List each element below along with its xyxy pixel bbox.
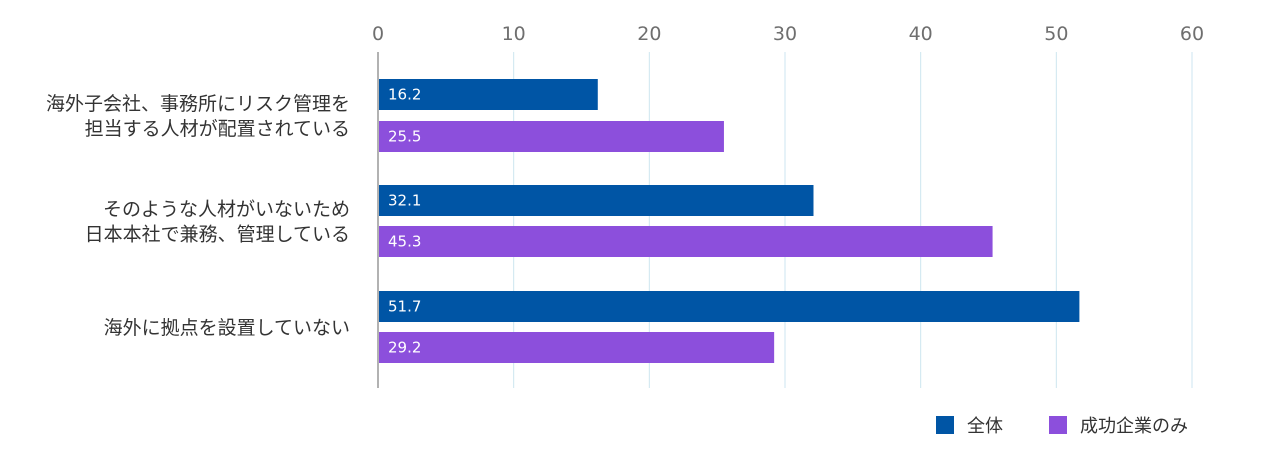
x-tick-label: 20 [637,23,661,45]
data-label: 25.5 [388,128,421,146]
legend-label: 全体 [967,416,1003,437]
category-label: 日本本社で兼務、管理している [85,224,350,246]
legend-label: 成功企業のみ [1080,416,1188,437]
bar [379,226,993,257]
data-label: 29.2 [388,339,421,357]
bar [379,79,598,110]
x-tick-label: 0 [372,23,384,45]
data-label: 32.1 [388,192,421,210]
category-label: そのような人材がいないため [103,199,350,221]
x-tick-label: 50 [1044,23,1068,45]
x-tick-label: 10 [502,23,526,45]
bar [379,185,814,216]
bar [379,291,1080,322]
category-label: 担当する人材が配置されている [85,118,350,140]
x-tick-label: 30 [773,23,797,45]
legend-swatch [936,416,954,434]
data-label: 16.2 [388,86,421,104]
x-tick-label: 40 [909,23,933,45]
category-label: 海外子会社、事務所にリスク管理を [46,93,350,115]
x-tick-label: 60 [1180,23,1204,45]
bar [379,332,775,363]
data-label: 45.3 [388,233,421,251]
category-label: 海外に拠点を設置していない [104,317,350,339]
data-label: 51.7 [388,298,421,316]
legend-swatch [1049,416,1067,434]
bar [379,121,724,152]
